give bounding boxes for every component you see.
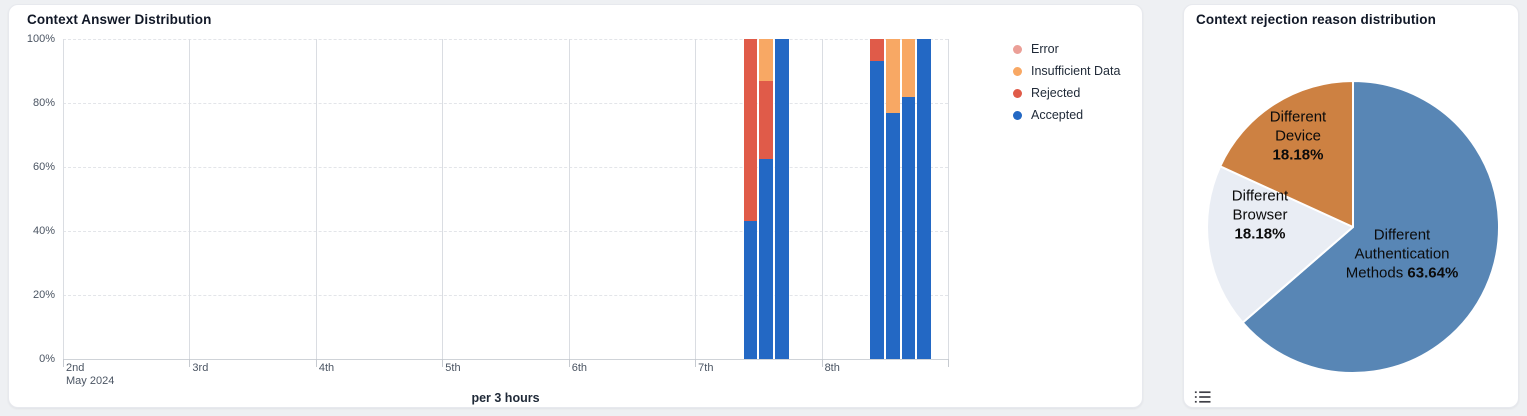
legend-item-accepted[interactable]: Accepted xyxy=(1013,104,1120,126)
x-axis-tick-label: 8th xyxy=(824,362,840,374)
legend-item-insufficient-data[interactable]: Insufficient Data xyxy=(1013,60,1120,82)
bar-segment-insufficient-data xyxy=(885,39,900,113)
x-axis-tick-label: 2nd May 2024 xyxy=(66,362,115,387)
x-gridline xyxy=(695,39,697,359)
pie-slice-different-browser[interactable] xyxy=(1206,165,1354,324)
x-axis-tickmark xyxy=(695,359,697,367)
legend-dot-rejected xyxy=(1013,88,1022,98)
x-axis-tick-label: 6th xyxy=(571,362,587,374)
y-axis-tick-label: 80% xyxy=(32,97,55,109)
pie-slice-different-authentication-methods[interactable] xyxy=(1241,80,1500,374)
y-axis-tick-label: 0% xyxy=(39,353,55,365)
bar-segment-accepted xyxy=(885,112,900,359)
legend-dot-error xyxy=(1013,44,1022,54)
bar-7th-15-00[interactable] xyxy=(775,39,789,359)
legend-label: Error xyxy=(1031,42,1059,56)
x-axis-tickmark xyxy=(315,359,317,367)
legend-dot-insufficient-data xyxy=(1013,66,1022,76)
legend-dot-accepted xyxy=(1013,110,1022,120)
bar-segment-rejected xyxy=(743,39,758,222)
y-gridline xyxy=(63,231,948,232)
stacked-bar-chart: 0% 20% 40% 60% 80% 100% 2nd May 2024 3rd 4th 5th 6t… xyxy=(27,33,949,387)
pie-label-different-browser: Different Browser 18.18% xyxy=(1231,187,1289,243)
x-gridline xyxy=(63,39,64,359)
bar-8th-18-00[interactable] xyxy=(917,39,932,359)
pie-chart: Different Authentication Methods 63.64% Dif… xyxy=(1184,5,1520,409)
y-gridline xyxy=(63,167,948,168)
x-axis-tickmark xyxy=(568,359,570,367)
legend-label: Accepted xyxy=(1031,108,1084,122)
x-axis-tickmark xyxy=(821,359,823,367)
x-gridline xyxy=(568,39,570,359)
bar-8th-15-00[interactable] xyxy=(901,39,916,359)
x-gridline xyxy=(442,39,444,359)
bar-segment-accepted xyxy=(869,61,884,359)
y-axis-tick-label: 60% xyxy=(32,161,55,173)
y-axis-tick-label: 40% xyxy=(32,225,55,237)
bar-segment-accepted xyxy=(775,39,789,359)
x-axis-tick-label: 4th xyxy=(318,362,335,374)
x-gridline xyxy=(821,39,823,359)
bar-chart-title: Context Answer Distribution xyxy=(27,12,212,27)
pie-chart-title: Context rejection reason distribution xyxy=(1196,12,1436,27)
legend-item-error[interactable]: Error xyxy=(1013,38,1120,60)
y-gridline xyxy=(63,103,948,104)
x-axis-tickmark xyxy=(948,359,949,367)
bar-segment-accepted xyxy=(759,159,774,359)
context-answer-distribution-panel: Context Answer Distribution 0% 20% 40% 60% 8… xyxy=(8,4,1143,408)
x-axis-tick-label: 7th xyxy=(698,362,714,374)
pie-label-different-device: Different Device 18.18% xyxy=(1269,108,1327,164)
legend-label: Rejected xyxy=(1031,86,1081,100)
context-rejection-reason-panel: Context rejection reason distribution Di… xyxy=(1183,4,1519,408)
y-gridline xyxy=(63,295,948,296)
bar-segment-rejected xyxy=(759,80,774,159)
bar-7th-09-00[interactable] xyxy=(743,39,758,359)
legend-item-rejected[interactable]: Rejected xyxy=(1013,82,1120,104)
legend-toggle-icon[interactable] xyxy=(1194,389,1212,405)
bar-segment-accepted xyxy=(743,221,758,359)
bar-8th-12-00[interactable] xyxy=(885,39,900,359)
x-gridline xyxy=(315,39,317,359)
bar-segment-insufficient-data xyxy=(901,39,916,97)
x-axis-tick-label: 3rd xyxy=(192,362,209,374)
legend-label: Insufficient Data xyxy=(1031,64,1121,78)
bar-7th-12-00[interactable] xyxy=(759,39,774,359)
x-axis-line xyxy=(63,359,948,360)
pie-slice-different-device[interactable] xyxy=(1219,80,1354,228)
chart-legend: Error Insufficient Data Rejected Accepted xyxy=(1013,38,1120,126)
x-gridline xyxy=(948,39,949,359)
bar-8th-09-00[interactable] xyxy=(869,39,884,359)
x-gridline xyxy=(189,39,191,359)
bar-segment-accepted xyxy=(901,96,916,359)
y-gridline xyxy=(63,39,948,40)
y-axis-tick-label: 100% xyxy=(26,33,55,45)
bar-segment-insufficient-data xyxy=(759,39,774,81)
x-axis-tick-label: 5th xyxy=(445,362,461,374)
bar-segment-accepted xyxy=(917,39,932,359)
x-axis-tickmark xyxy=(189,359,191,367)
x-axis-tickmark xyxy=(442,359,444,367)
x-axis-unit-label: per 3 hours xyxy=(471,391,540,405)
y-axis-tick-label: 20% xyxy=(32,289,55,301)
bar-segment-rejected xyxy=(869,39,884,62)
pie-label-different-authentication-methods: Different Authentication Methods 63.64% xyxy=(1345,226,1459,282)
x-axis-tickmark xyxy=(63,359,64,367)
